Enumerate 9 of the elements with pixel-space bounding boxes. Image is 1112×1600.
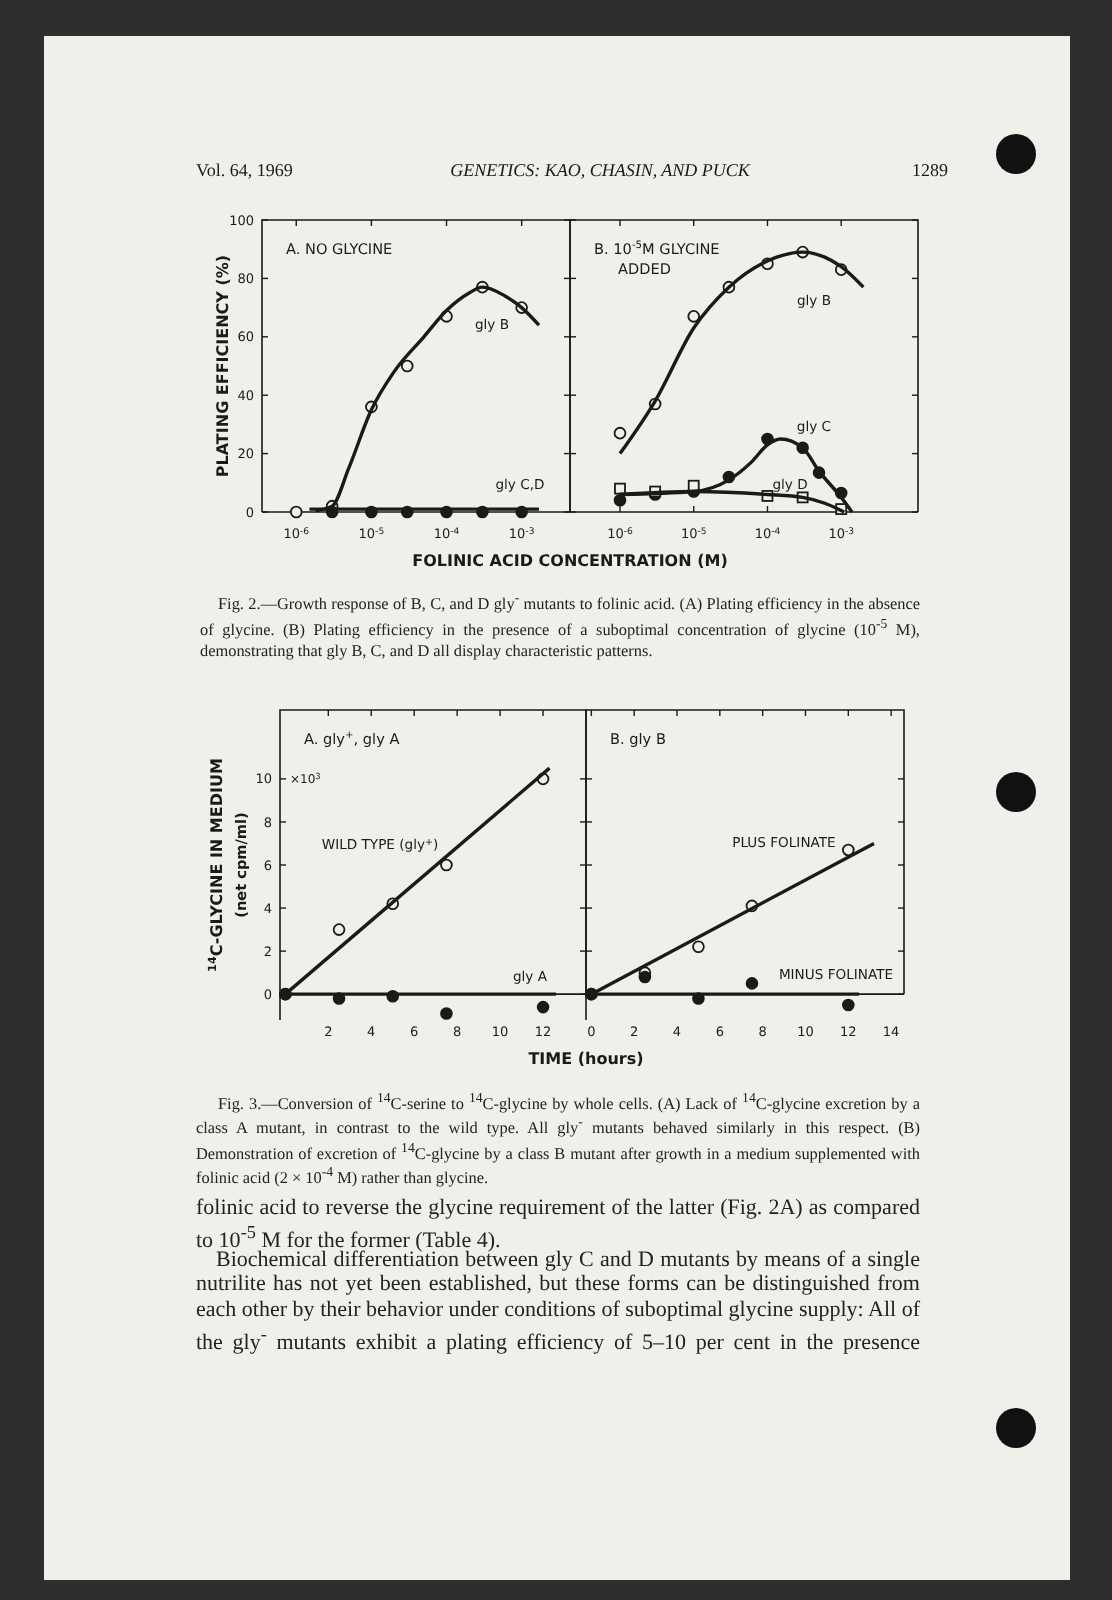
text: Biochemical differentiation between gly C and D mutants by means of a single nutrilite has not yet been established, but these forms can be distinguished from each other by their behavior under conditions of suboptimal glycine supply: All of the gly$^{-}$ mutants exhibit a plating efficiency of 5–10 per cent in the presence: [196, 1248, 920, 1357]
x-axis-title: FOLINIC ACID CONCENTRATION (M): [412, 552, 728, 570]
x-axis-title: TIME (hours): [528, 1050, 644, 1068]
y-axis-title: PLATING EFFICIENCY (%): [214, 254, 232, 478]
text: Fig. 2.—Growth response of B, C, and D gly$^{-}$ mutants to folinic acid. (A) Plating efficiency in the absence of glycine. (B) Plating efficiency in the presence of a suboptimal concentration of glycine (10$^{-5}$ M), demonstrating that gly B, C, and D all display characteristic patterns.: [200, 592, 920, 661]
text: Fig. 3.—Conversion of $^{14}$C-serine to $^{14}$C-glycine by whole cells. (A) Lack of $^{14}$C-glycine excretion by a class A mutant, in contrast to the wild type. All gly$^{-}$ mutants behaved similarly in this respect. (B) Demonstration of excretion of $^{14}$C-glycine by a class B mutant after growth in a medium supplemented with folinic acid (2 × 10$^{-4}$ M) rather than glycine.: [196, 1092, 920, 1188]
text: Vol. 64, 1969: [196, 160, 294, 180]
text: 1289: [912, 160, 949, 180]
text: GENETICS: KAO, CHASIN, AND PUCK: [450, 160, 752, 180]
